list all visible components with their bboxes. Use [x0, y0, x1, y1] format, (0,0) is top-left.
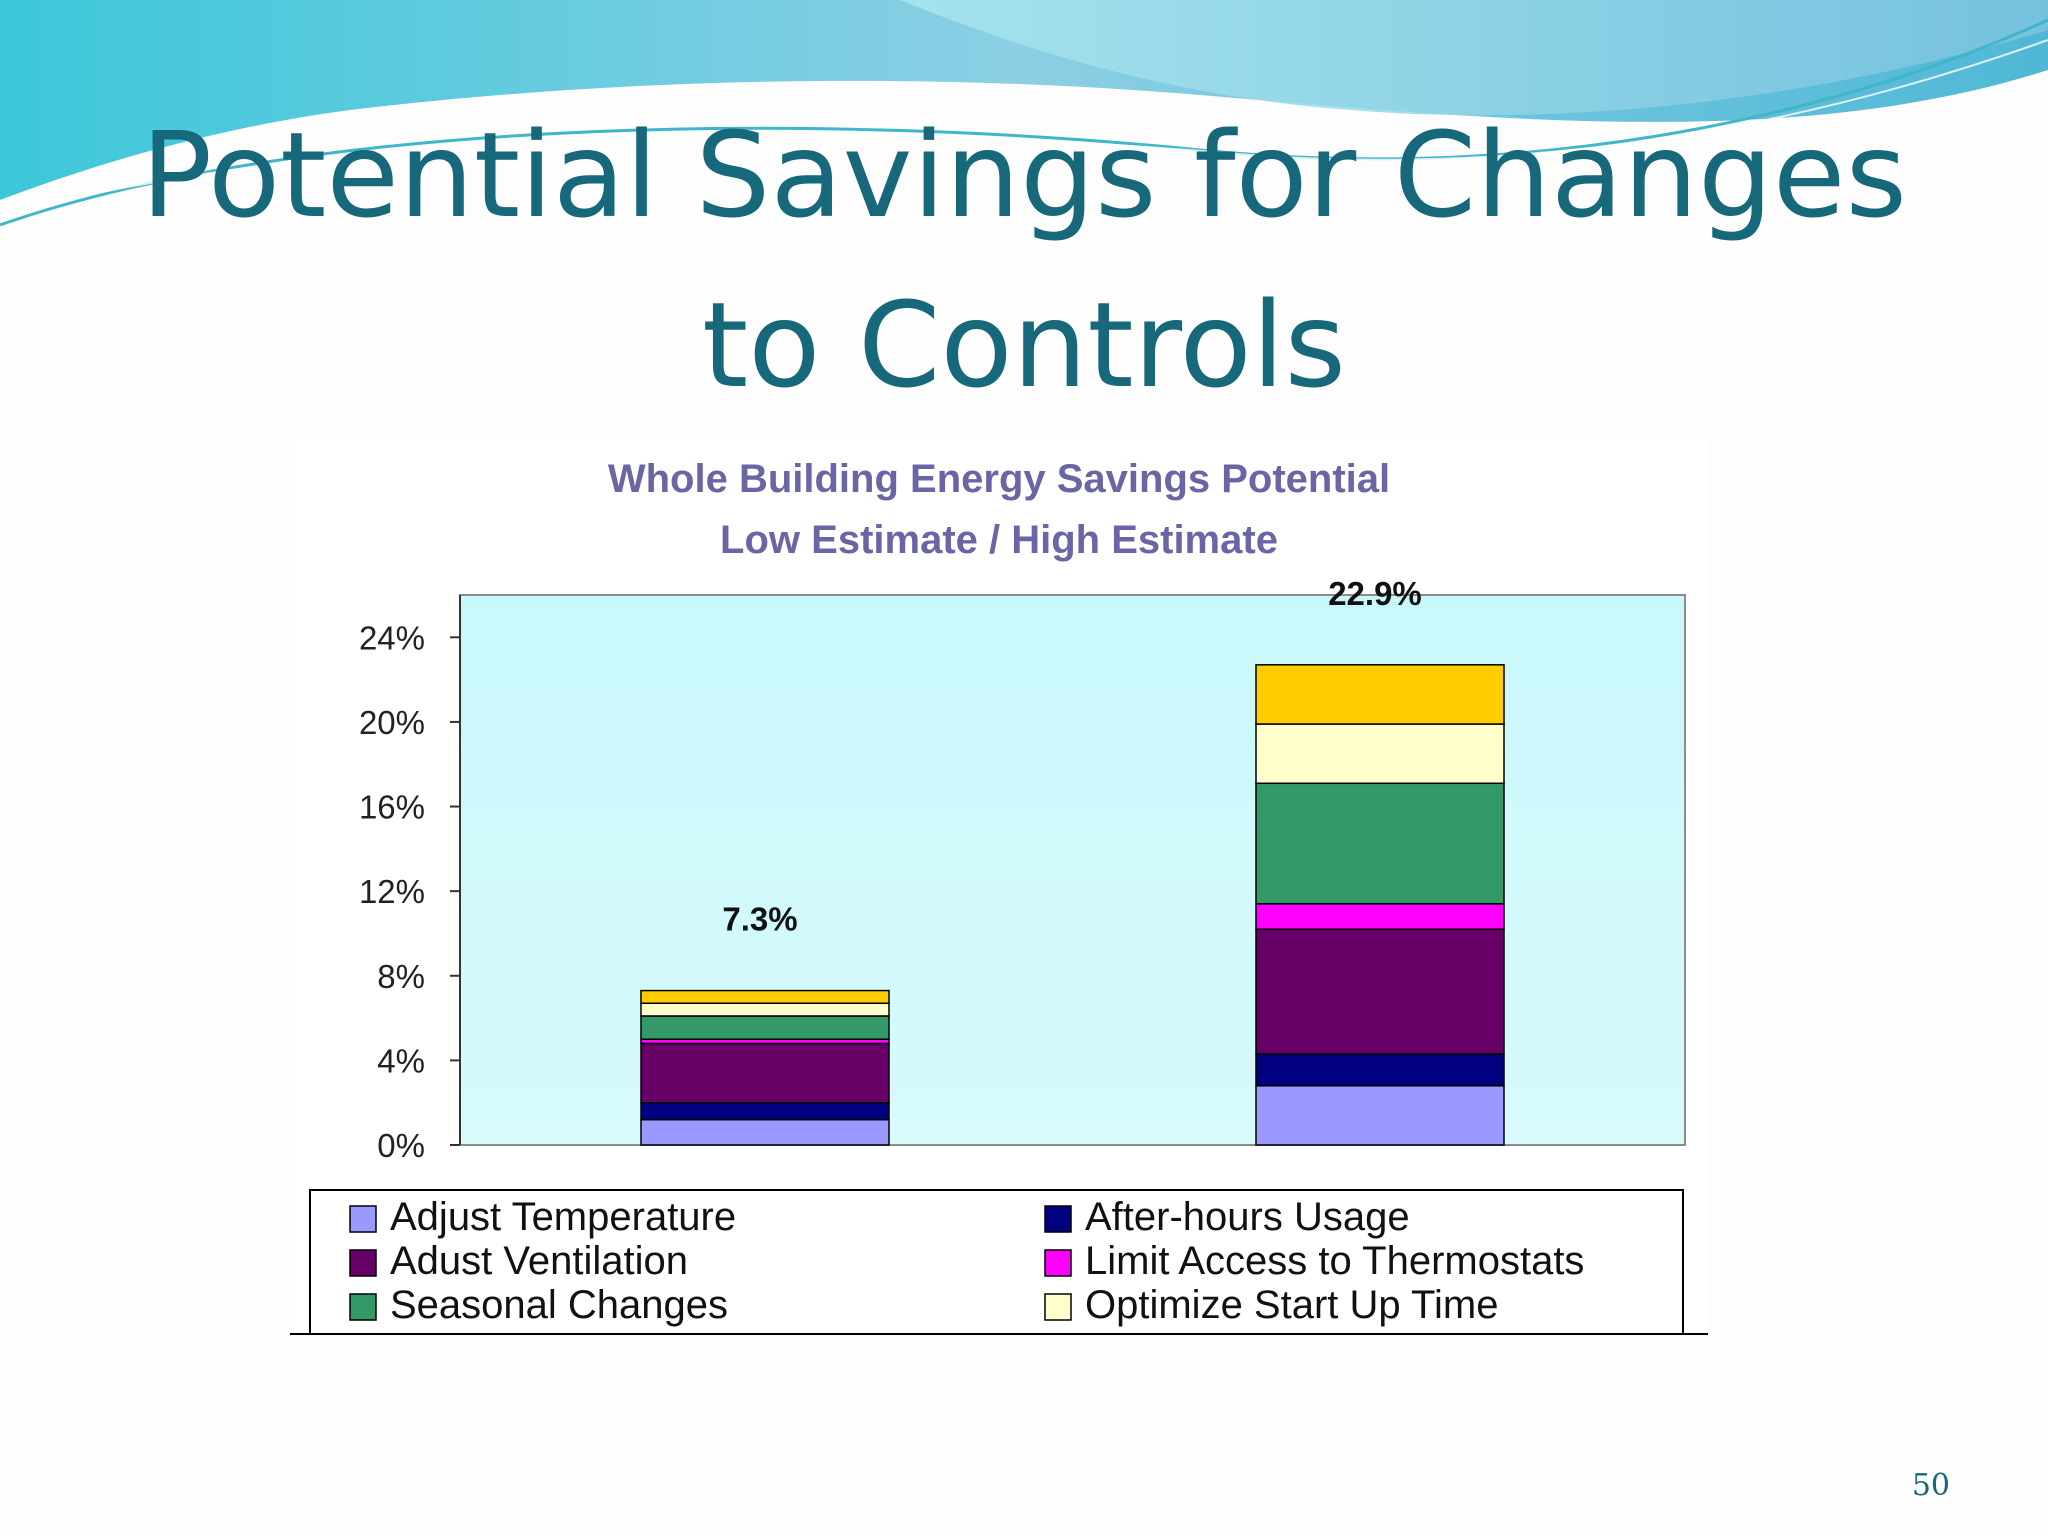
- legend-label: After-hours Usage: [1085, 1195, 1410, 1239]
- y-tick-label: 8%: [377, 958, 425, 995]
- bar-total-label: 7.3%: [722, 901, 797, 938]
- y-tick-label: 12%: [359, 873, 425, 910]
- bar-segment: [640, 989, 890, 1005]
- page-number: 50: [1911, 1468, 1950, 1503]
- bar-segment: [1255, 928, 1505, 1055]
- legend-label: Adjust Temperature: [390, 1195, 736, 1239]
- bar-segment: [1255, 1053, 1505, 1087]
- slide-title-line-2: to Controls: [702, 276, 1346, 414]
- bar-segment: [640, 1118, 890, 1146]
- bar-segment: [1255, 1085, 1505, 1146]
- y-tick-label: 0%: [377, 1127, 425, 1164]
- bar-segment: [1255, 903, 1505, 930]
- chart-title: Whole Building Energy Savings Potential: [608, 457, 1390, 501]
- bar-segment: [1255, 664, 1505, 725]
- y-tick-label: 4%: [377, 1042, 425, 1079]
- legend-label: Adust Ventilation: [390, 1239, 688, 1283]
- legend-swatch: [349, 1249, 377, 1277]
- header-wave-decoration: [0, 0, 2048, 227]
- legend-label: Optimize Start Up Time: [1085, 1283, 1498, 1327]
- bar-segment: [640, 1042, 890, 1104]
- legend-swatch: [349, 1205, 377, 1233]
- bar-segment: [1255, 782, 1505, 905]
- legend-swatch: [349, 1293, 377, 1321]
- bar-segment: [640, 1101, 890, 1121]
- legend-swatch: [1044, 1293, 1072, 1321]
- legend-swatch: [1044, 1249, 1072, 1277]
- legend-box: [309, 1189, 1684, 1336]
- chart-subtitle: Low Estimate / High Estimate: [720, 518, 1278, 562]
- legend-label: Seasonal Changes: [390, 1283, 728, 1327]
- y-tick-label: 24%: [359, 619, 425, 656]
- bar-segment: [640, 1015, 890, 1040]
- legend-swatch: [1044, 1205, 1072, 1233]
- y-tick-label: 16%: [359, 789, 425, 826]
- slide-title-line-1: Potential Savings for Changes: [141, 106, 1907, 244]
- bar-total-label: 22.9%: [1328, 575, 1422, 612]
- bar-segment: [1255, 723, 1505, 785]
- y-tick-label: 20%: [359, 704, 425, 741]
- bar-segment: [640, 1002, 890, 1017]
- stacked-bar-chart: Whole Building Energy Savings Potential L…: [290, 457, 1708, 1336]
- slide-title: Potential Savings for Changes to Control…: [0, 90, 2048, 430]
- chart-panel: Whole Building Energy Savings Potential L…: [290, 440, 1708, 1336]
- legend-label: Limit Access to Thermostats: [1085, 1239, 1584, 1283]
